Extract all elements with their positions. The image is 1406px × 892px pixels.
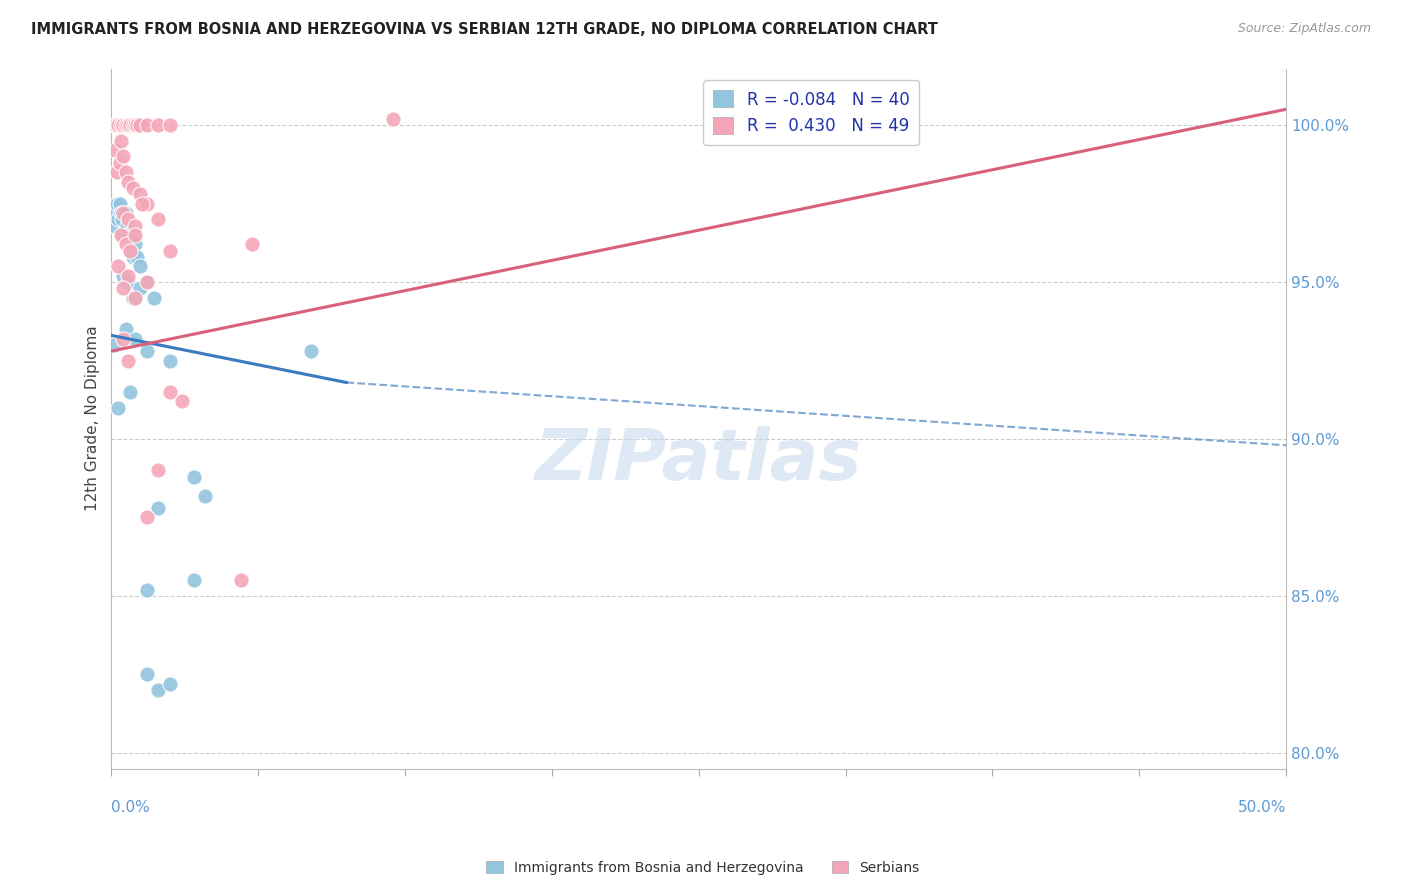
Point: [121, 181, 143, 195]
Point: [135, 582, 157, 597]
Point: [117, 227, 139, 242]
Point: [135, 196, 157, 211]
Point: [135, 275, 157, 289]
Point: [159, 384, 181, 399]
Point: [120, 118, 142, 132]
Point: [240, 237, 263, 252]
Point: [148, 683, 170, 698]
Point: [103, 338, 125, 352]
Point: [194, 489, 217, 503]
Text: 0.0%: 0.0%: [111, 800, 150, 815]
Text: Source: ZipAtlas.com: Source: ZipAtlas.com: [1237, 22, 1371, 36]
Point: [117, 353, 139, 368]
Point: [170, 394, 193, 409]
Point: [110, 206, 132, 220]
Point: [121, 291, 143, 305]
Point: [117, 268, 139, 283]
Point: [124, 219, 146, 233]
Point: [142, 291, 165, 305]
Point: [120, 227, 142, 242]
Point: [183, 574, 205, 588]
Text: 50.0%: 50.0%: [1237, 800, 1286, 815]
Point: [117, 275, 139, 289]
Point: [159, 677, 181, 691]
Point: [159, 353, 181, 368]
Point: [128, 187, 150, 202]
Point: [112, 268, 135, 283]
Text: IMMIGRANTS FROM BOSNIA AND HERZEGOVINA VS SERBIAN 12TH GRADE, NO DIPLOMA CORRELA: IMMIGRANTS FROM BOSNIA AND HERZEGOVINA V…: [31, 22, 938, 37]
Point: [120, 244, 142, 258]
Point: [114, 237, 136, 252]
Point: [112, 149, 135, 163]
Point: [229, 574, 252, 588]
Y-axis label: 12th Grade, No Diploma: 12th Grade, No Diploma: [86, 326, 100, 511]
Legend: R = -0.084   N = 40, R =  0.430   N = 49: R = -0.084 N = 40, R = 0.430 N = 49: [703, 80, 920, 145]
Point: [112, 281, 135, 295]
Point: [120, 384, 142, 399]
Point: [114, 118, 136, 132]
Point: [148, 501, 170, 516]
Point: [111, 212, 134, 227]
Point: [127, 250, 149, 264]
Point: [107, 401, 129, 415]
Point: [114, 206, 136, 220]
Point: [110, 227, 132, 242]
Point: [127, 118, 149, 132]
Point: [120, 244, 142, 258]
Point: [135, 667, 157, 681]
Point: [124, 237, 146, 252]
Point: [148, 118, 170, 132]
Point: [115, 219, 138, 233]
Point: [159, 118, 181, 132]
Point: [124, 332, 146, 346]
Point: [112, 118, 135, 132]
Point: [104, 219, 127, 233]
Point: [131, 196, 153, 211]
Point: [110, 134, 132, 148]
Point: [135, 344, 157, 359]
Point: [112, 227, 135, 242]
Point: [112, 332, 135, 346]
Point: [104, 143, 127, 157]
Point: [124, 291, 146, 305]
Point: [114, 165, 136, 179]
Point: [299, 344, 322, 359]
Point: [105, 206, 128, 220]
Point: [148, 212, 170, 227]
Point: [148, 463, 170, 477]
Point: [159, 244, 181, 258]
Point: [121, 250, 143, 264]
Point: [128, 260, 150, 274]
Point: [117, 175, 139, 189]
Point: [103, 118, 125, 132]
Point: [110, 118, 132, 132]
Point: [114, 322, 136, 336]
Point: [124, 118, 146, 132]
Point: [108, 155, 131, 169]
Point: [124, 227, 146, 242]
Point: [118, 237, 141, 252]
Point: [107, 118, 129, 132]
Point: [121, 118, 143, 132]
Point: [135, 275, 157, 289]
Point: [117, 118, 139, 132]
Point: [105, 196, 128, 211]
Point: [107, 212, 129, 227]
Point: [108, 196, 131, 211]
Point: [382, 112, 405, 126]
Legend: Immigrants from Bosnia and Herzegovina, Serbians: Immigrants from Bosnia and Herzegovina, …: [481, 855, 925, 880]
Point: [183, 469, 205, 483]
Point: [128, 118, 150, 132]
Point: [107, 260, 129, 274]
Point: [128, 281, 150, 295]
Point: [135, 118, 157, 132]
Point: [105, 165, 128, 179]
Point: [135, 510, 157, 524]
Point: [117, 212, 139, 227]
Point: [105, 118, 128, 132]
Text: ZIPatlas: ZIPatlas: [536, 426, 862, 495]
Point: [112, 206, 135, 220]
